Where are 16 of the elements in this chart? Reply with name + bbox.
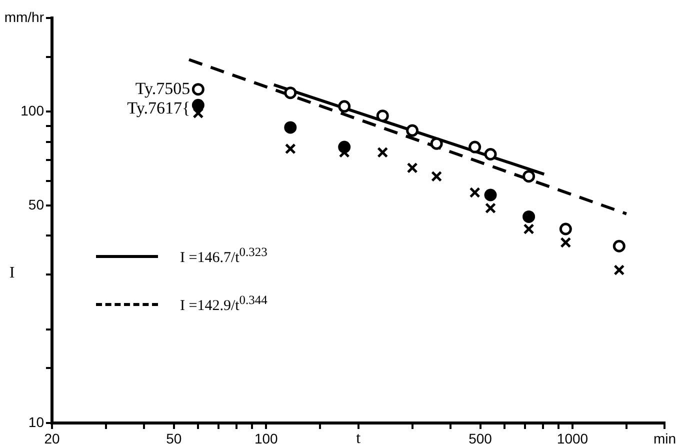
x-tick-label: 20 xyxy=(44,430,60,446)
annotation: Ty.7617{ xyxy=(127,98,190,118)
x-tick-label: min xyxy=(653,430,676,446)
annotation: Ty.7505 xyxy=(135,78,190,98)
x-tick-label: 100 xyxy=(254,430,278,446)
y-axis-title: I xyxy=(9,264,15,282)
y-tick-label: mm/hr xyxy=(4,8,44,25)
x-tick-label: 50 xyxy=(166,430,182,446)
y-tick-label: 50 xyxy=(28,196,44,212)
x-tick-label: 500 xyxy=(468,430,492,446)
legend-label: I =142.9/t$^{0.344}$ xyxy=(180,293,268,315)
x-tick-label: 1000 xyxy=(556,430,588,446)
legend-label: I =146.7/t$^{0.323}$ xyxy=(180,245,268,267)
y-tick-label: 100 xyxy=(20,102,44,119)
x-axis-title: t xyxy=(356,430,362,447)
y-tick-label: 10 xyxy=(28,414,44,430)
